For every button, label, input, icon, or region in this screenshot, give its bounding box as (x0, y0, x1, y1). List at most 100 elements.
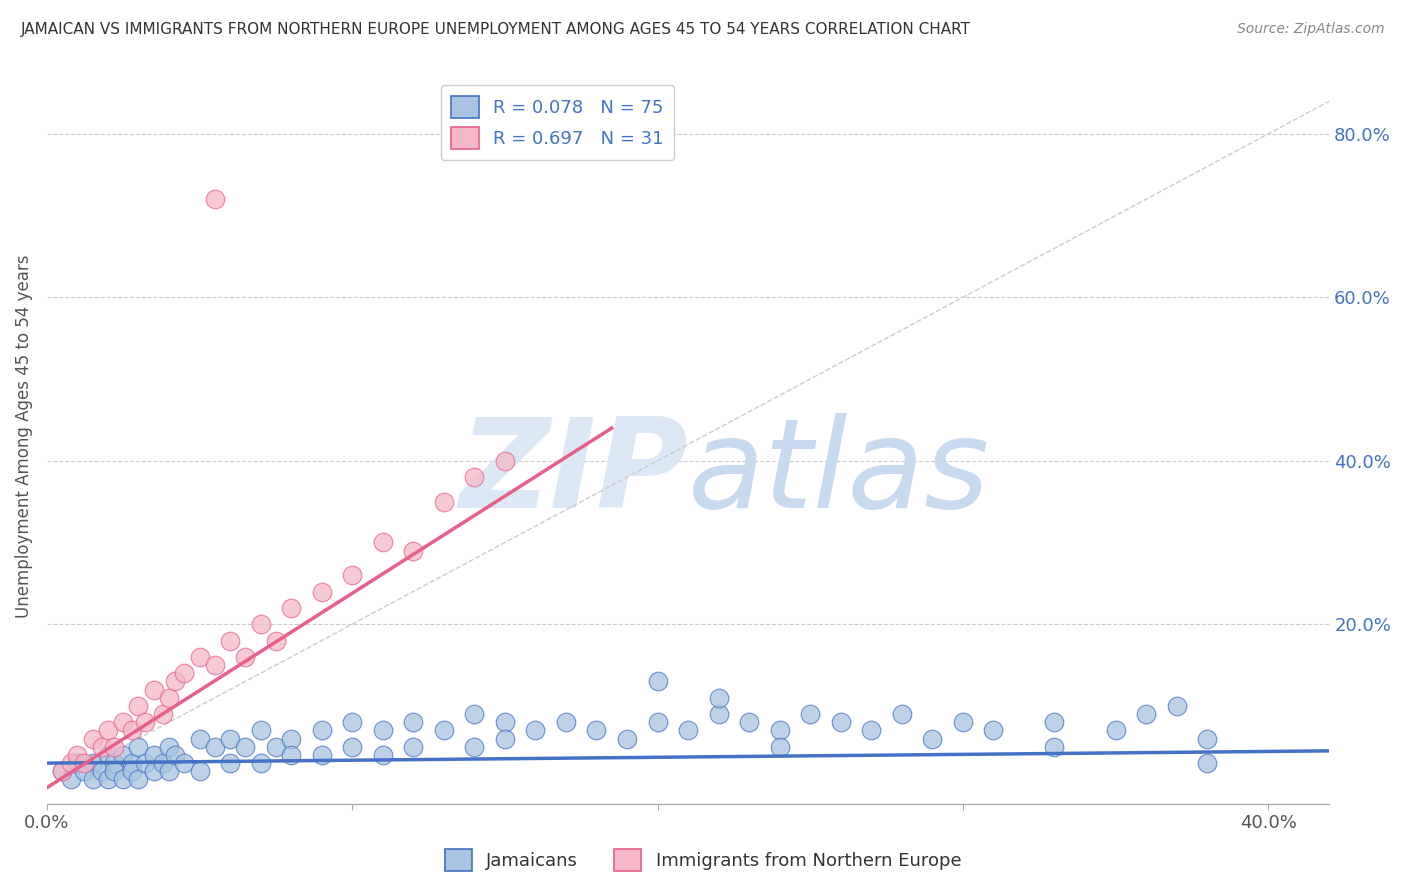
Point (235, 739, 257, 754)
Point (219, 731, 242, 746)
Point (165, 674, 187, 689)
Point (707, 707, 730, 722)
Point (371, 723, 394, 738)
Legend: R = 0.078   N = 75, R = 0.697   N = 31: R = 0.078 N = 75, R = 0.697 N = 31 (440, 85, 675, 160)
Point (647, 674, 669, 689)
Point (1043, 715, 1066, 730)
Point (769, 739, 792, 754)
Point (769, 723, 792, 738)
Point (97, 772, 120, 787)
Point (165, 747, 187, 762)
Point (121, 756, 143, 771)
Point (112, 715, 135, 730)
Point (188, 649, 211, 664)
Point (311, 723, 333, 738)
Point (204, 192, 226, 206)
Point (97, 723, 120, 738)
Point (112, 772, 135, 787)
Point (1197, 756, 1219, 771)
Point (142, 682, 165, 697)
Point (433, 723, 456, 738)
Point (249, 617, 271, 632)
Point (1043, 739, 1066, 754)
Point (342, 715, 364, 730)
Point (173, 756, 195, 771)
Point (51, 764, 73, 779)
Point (103, 764, 125, 779)
Point (952, 715, 974, 730)
Point (463, 707, 485, 722)
Point (188, 731, 211, 746)
Point (983, 723, 1005, 738)
Point (616, 731, 638, 746)
Point (249, 723, 271, 738)
Point (60, 772, 83, 787)
Point (90, 739, 112, 754)
Point (157, 764, 180, 779)
Point (311, 584, 333, 599)
Point (494, 454, 516, 468)
Point (585, 723, 607, 738)
Point (676, 723, 699, 738)
Point (1197, 731, 1219, 746)
Point (249, 756, 271, 771)
Point (280, 600, 302, 615)
Text: atlas: atlas (688, 412, 990, 533)
Point (204, 739, 226, 754)
Point (463, 470, 485, 484)
Point (524, 723, 547, 738)
Point (82, 731, 104, 746)
Point (647, 715, 669, 730)
Point (82, 772, 104, 787)
Point (60, 756, 83, 771)
Point (219, 756, 242, 771)
Point (1104, 723, 1126, 738)
Point (157, 690, 180, 705)
Point (235, 649, 257, 664)
Point (127, 739, 149, 754)
Point (173, 666, 195, 681)
Point (860, 723, 883, 738)
Point (311, 747, 333, 762)
Point (280, 747, 302, 762)
Point (134, 715, 156, 730)
Point (342, 739, 364, 754)
Point (555, 715, 578, 730)
Point (66, 756, 89, 771)
Point (103, 756, 125, 771)
Point (51, 764, 73, 779)
Point (204, 658, 226, 673)
Point (433, 494, 456, 508)
Point (799, 707, 821, 722)
Point (97, 747, 120, 762)
Point (66, 747, 89, 762)
Point (219, 633, 242, 648)
Point (494, 715, 516, 730)
Point (82, 756, 104, 771)
Point (72, 764, 94, 779)
Point (921, 731, 943, 746)
Point (280, 731, 302, 746)
Point (127, 698, 149, 713)
Text: ZIP: ZIP (460, 412, 688, 533)
Point (142, 747, 165, 762)
Point (463, 739, 485, 754)
Text: Source: ZipAtlas.com: Source: ZipAtlas.com (1237, 22, 1385, 37)
Point (152, 707, 174, 722)
Point (112, 747, 135, 762)
Point (707, 690, 730, 705)
Point (1166, 698, 1188, 713)
Legend: Jamaicans, Immigrants from Northern Europe: Jamaicans, Immigrants from Northern Euro… (437, 842, 969, 879)
Point (1135, 707, 1157, 722)
Point (90, 764, 112, 779)
Point (830, 715, 852, 730)
Point (72, 756, 94, 771)
Point (134, 756, 156, 771)
Point (890, 707, 912, 722)
Point (371, 747, 394, 762)
Point (264, 739, 287, 754)
Point (142, 764, 165, 779)
Text: JAMAICAN VS IMMIGRANTS FROM NORTHERN EUROPE UNEMPLOYMENT AMONG AGES 45 TO 54 YEA: JAMAICAN VS IMMIGRANTS FROM NORTHERN EUR… (21, 22, 972, 37)
Point (188, 764, 211, 779)
Point (121, 764, 143, 779)
